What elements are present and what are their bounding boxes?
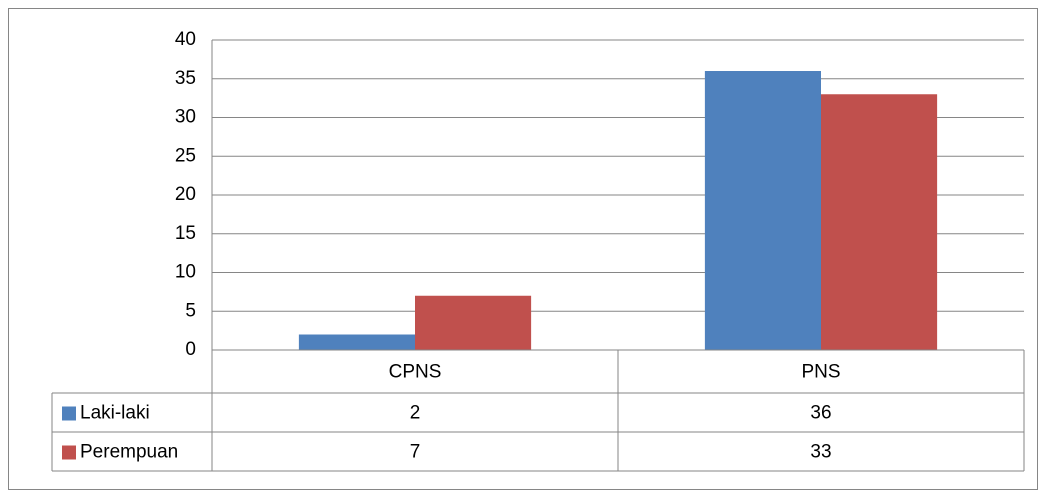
table-value: 7 xyxy=(410,442,421,463)
table-header: CPNS xyxy=(389,362,442,383)
bar xyxy=(298,334,415,350)
y-tick-label: 10 xyxy=(175,262,196,283)
bar xyxy=(821,94,938,350)
table-value: 33 xyxy=(810,442,831,463)
y-tick-label: 15 xyxy=(175,223,196,244)
y-tick-label: 5 xyxy=(185,300,196,321)
table-header: PNS xyxy=(801,362,840,383)
legend-label: Laki-laki xyxy=(80,403,150,424)
legend-swatch xyxy=(62,406,76,421)
legend-swatch xyxy=(62,445,76,460)
table-value: 36 xyxy=(810,403,831,424)
y-tick-label: 20 xyxy=(175,184,196,205)
y-tick-label: 35 xyxy=(175,68,196,89)
table-value: 2 xyxy=(410,403,421,424)
y-tick-label: 0 xyxy=(185,339,196,360)
bar xyxy=(415,295,532,350)
y-tick-label: 25 xyxy=(175,145,196,166)
bar xyxy=(704,71,821,350)
legend-label: Perempuan xyxy=(80,442,178,463)
y-tick-label: 30 xyxy=(175,107,196,128)
y-tick-label: 40 xyxy=(175,29,196,50)
